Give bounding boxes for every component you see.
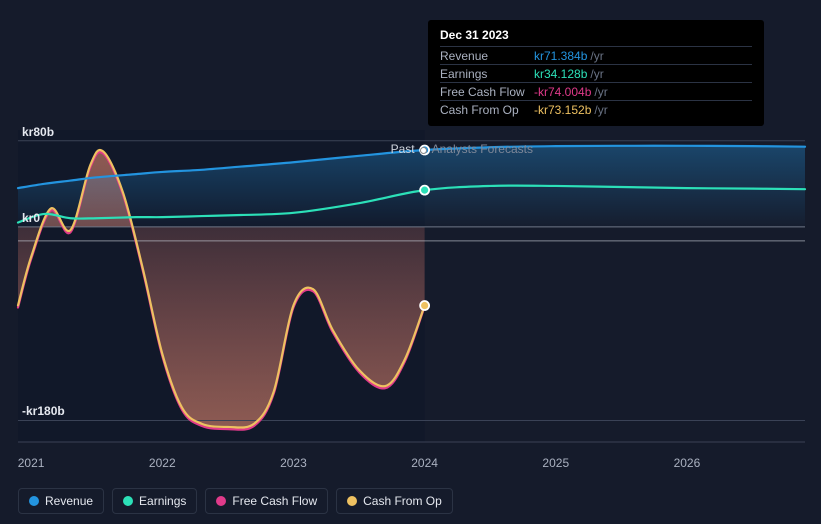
legend-label: Free Cash Flow [232, 494, 317, 508]
tooltip-value: -kr74.004b [534, 85, 591, 99]
tooltip-unit: /yr [594, 85, 607, 99]
legend-item[interactable]: Earnings [112, 488, 197, 514]
y-axis-label: -kr180b [22, 404, 65, 418]
legend-item[interactable]: Revenue [18, 488, 104, 514]
tooltip-unit: /yr [590, 67, 603, 81]
tooltip-row: Cash From Op-kr73.152b/yr [440, 100, 752, 118]
tooltip-label: Earnings [440, 67, 534, 81]
tooltip-value: kr34.128b [534, 67, 587, 81]
tooltip-value: kr71.384b [534, 49, 587, 63]
x-axis-label: 2023 [280, 456, 307, 470]
tooltip-unit: /yr [590, 49, 603, 63]
legend-item[interactable]: Cash From Op [336, 488, 453, 514]
legend-dot [216, 496, 226, 506]
x-axis-label: 2026 [674, 456, 701, 470]
x-axis-label: 2022 [149, 456, 176, 470]
legend-label: Cash From Op [363, 494, 442, 508]
tooltip-unit: /yr [594, 103, 607, 117]
y-axis-label: kr80b [22, 125, 54, 139]
tooltip-label: Cash From Op [440, 103, 534, 117]
tooltip-date: Dec 31 2023 [440, 28, 752, 42]
legend-dot [29, 496, 39, 506]
legend-label: Revenue [45, 494, 93, 508]
tooltip-row: Revenuekr71.384b/yr [440, 46, 752, 64]
x-axis-label: 2021 [18, 456, 45, 470]
chart-tooltip: Dec 31 2023 Revenuekr71.384b/yrEarningsk… [428, 20, 764, 126]
legend-item[interactable]: Free Cash Flow [205, 488, 328, 514]
tooltip-label: Free Cash Flow [440, 85, 534, 99]
x-axis-label: 2024 [411, 456, 438, 470]
x-axis-label: 2025 [542, 456, 569, 470]
legend-dot [347, 496, 357, 506]
y-axis-label: kr0 [22, 211, 40, 225]
chart-legend: Revenue Earnings Free Cash Flow Cash From O… [18, 488, 453, 514]
legend-dot [123, 496, 133, 506]
tooltip-value: -kr73.152b [534, 103, 591, 117]
legend-label: Earnings [139, 494, 186, 508]
tooltip-label: Revenue [440, 49, 534, 63]
tooltip-row: Free Cash Flow-kr74.004b/yr [440, 82, 752, 100]
tooltip-row: Earningskr34.128b/yr [440, 64, 752, 82]
